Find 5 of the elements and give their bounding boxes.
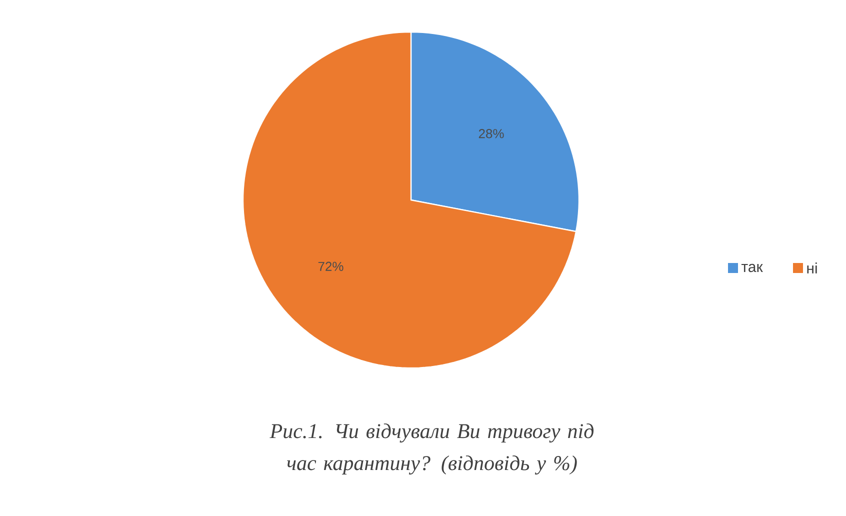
data-label: 72% [318,262,344,271]
data-label: 28% [478,129,504,138]
legend-label: так [741,264,763,272]
text: Рис.1. Чи відчували Ви тривогу під час карантину? (відповідь у %) [270,423,594,475]
legend-label: ні [807,262,817,274]
